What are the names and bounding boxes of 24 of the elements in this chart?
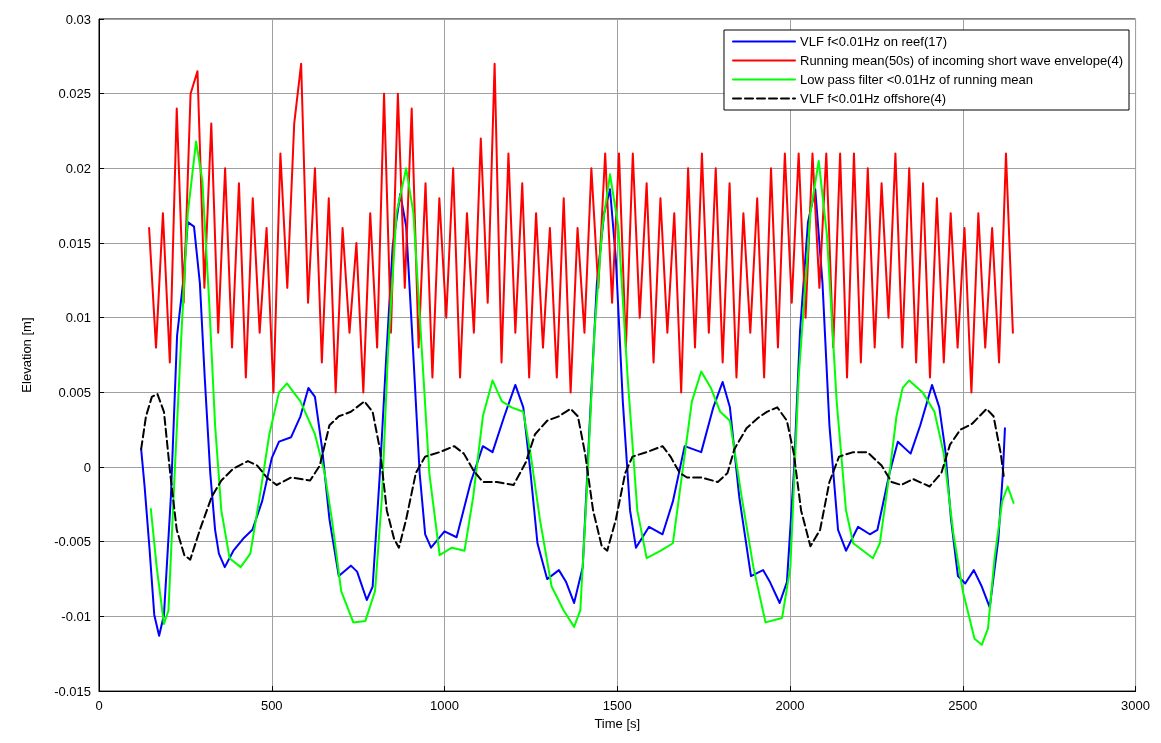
x-tick-label: 500 — [260, 698, 283, 714]
y-axis-title: Elevation [m] — [19, 317, 34, 393]
x-tick-label: 0 — [95, 698, 103, 714]
x-axis-title: Time [s] — [594, 716, 641, 731]
y-tick-label: 0.015 — [58, 235, 91, 251]
y-tick-label: 0.03 — [65, 11, 91, 27]
legend-label: Low pass filter <0.01Hz of running mean — [799, 72, 1034, 87]
y-tick-label: -0.015 — [54, 683, 91, 699]
legend-label: VLF f<0.01Hz offshore(4) — [799, 91, 947, 106]
y-tick-label: -0.01 — [61, 608, 91, 624]
x-tick-label: 1500 — [602, 698, 632, 714]
x-tick-label: 2500 — [948, 698, 978, 714]
legend-label: VLF f<0.01Hz on reef(17) — [799, 34, 948, 49]
y-tick-label: 0.01 — [65, 310, 91, 326]
legend-label: Running mean(50s) of incoming short wave envelope(4) — [799, 53, 1124, 68]
y-tick-label: 0.02 — [65, 160, 91, 176]
y-tick-label: 0.025 — [58, 86, 91, 102]
x-tick-label: 2000 — [775, 698, 805, 714]
y-tick-label: -0.005 — [54, 534, 91, 550]
x-tick-label: 3000 — [1121, 698, 1150, 714]
x-tick-label: 1000 — [430, 698, 459, 714]
y-tick-label: 0.005 — [58, 384, 91, 400]
line-series — [140, 392, 1005, 561]
y-tick-label: 0 — [83, 459, 91, 475]
